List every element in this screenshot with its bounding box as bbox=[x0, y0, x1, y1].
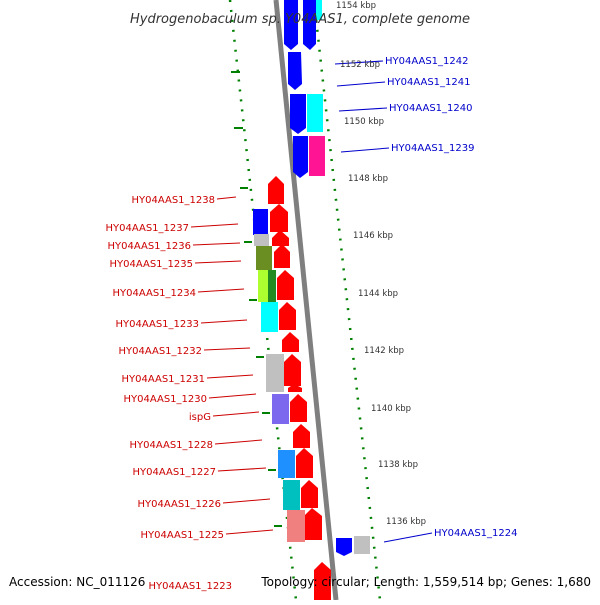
kbp-tick-label: 1140 kbp bbox=[371, 404, 411, 414]
gene-label[interactable]: HY04AAS1_1232 bbox=[119, 346, 202, 357]
kbp-ticks: 1154 kbp 1152 kbp 1150 kbp 1148 kbp 1146… bbox=[336, 1, 426, 527]
gene-hy04aas1-1233-domain[interactable] bbox=[261, 302, 278, 332]
gene-hy04aas1-1239-domain[interactable] bbox=[309, 136, 325, 176]
kbp-tick-label: 1154 kbp bbox=[336, 1, 376, 11]
right-gene-labels: HY04AAS1_1242 HY04AAS1_1241 HY04AAS1_124… bbox=[385, 56, 517, 539]
gene-hy04aas1-1225[interactable] bbox=[304, 508, 322, 540]
gene-label[interactable]: HY04AAS1_1224 bbox=[434, 528, 517, 539]
gene-hy04aas1-1233[interactable] bbox=[279, 302, 296, 330]
gene-label[interactable]: HY04AAS1_1234 bbox=[113, 288, 196, 299]
gene-hy04aas1-1234-domain-a[interactable] bbox=[258, 270, 268, 302]
gene-label[interactable]: HY04AAS1_1237 bbox=[106, 223, 189, 234]
gene-hy04aas1-1225-domain[interactable] bbox=[287, 510, 305, 542]
gene-hy04aas1-1243-b[interactable] bbox=[303, 0, 316, 50]
kbp-tick-label: 1142 kbp bbox=[364, 346, 404, 356]
gene-ispg-domain[interactable] bbox=[272, 394, 289, 424]
gene-hy04aas1-1239[interactable] bbox=[293, 136, 308, 178]
gene-hy04aas1-1231-domain[interactable] bbox=[266, 354, 284, 392]
gene-label[interactable]: HY04AAS1_1223 bbox=[149, 581, 232, 592]
gene-label[interactable]: HY04AAS1_1225 bbox=[141, 530, 224, 541]
gene-hy04aas1-1235[interactable] bbox=[274, 244, 290, 268]
genome-backbone bbox=[273, 0, 339, 601]
gene-label[interactable]: HY04AAS1_1239 bbox=[391, 143, 474, 154]
gene-label[interactable]: HY04AAS1_1226 bbox=[138, 499, 221, 510]
gene-hy04aas1-1236-domain[interactable] bbox=[254, 234, 269, 246]
gene-hy04aas1-1231[interactable] bbox=[284, 354, 301, 386]
gene-label[interactable]: HY04AAS1_1228 bbox=[130, 440, 213, 451]
gene-hy04aas1-1228[interactable] bbox=[293, 424, 310, 448]
left-leader-lines bbox=[190, 196, 274, 535]
gene-hy04aas1-1240[interactable] bbox=[290, 94, 306, 134]
gene-hy04aas1-1223[interactable] bbox=[314, 562, 331, 600]
scale-track-right bbox=[312, 0, 382, 601]
gene-hy04aas1-1227[interactable] bbox=[296, 448, 313, 478]
reverse-strand-genes bbox=[284, 0, 370, 556]
gene-hy04aas1-1234[interactable] bbox=[277, 270, 294, 300]
forward-strand-genes bbox=[253, 176, 331, 600]
kbp-tick-label: 1152 kbp bbox=[340, 60, 380, 70]
gene-hy04aas1-1241[interactable] bbox=[288, 52, 302, 90]
topology-text: Topology: circular; Length: 1,559,514 bp… bbox=[260, 575, 591, 589]
accession-text: Accession: NC_011126 bbox=[9, 575, 145, 589]
gene-label[interactable]: HY04AAS1_1235 bbox=[110, 259, 193, 270]
gene-hy04aas1-1227-domain[interactable] bbox=[278, 450, 295, 478]
gene-hy04aas1-1237[interactable] bbox=[270, 204, 288, 232]
kbp-tick-label: 1150 kbp bbox=[344, 117, 384, 127]
gene-segment-cyan-top[interactable] bbox=[316, 0, 322, 20]
gene-label[interactable]: HY04AAS1_1227 bbox=[133, 467, 216, 478]
gene-hy04aas1-1243[interactable] bbox=[284, 0, 298, 50]
gene-hy04aas1-1237-domain[interactable] bbox=[253, 209, 268, 235]
kbp-tick-label: 1138 kbp bbox=[378, 460, 418, 470]
gene-label[interactable]: ispG bbox=[189, 412, 211, 423]
right-leader-lines bbox=[334, 60, 433, 543]
gene-label[interactable]: HY04AAS1_1233 bbox=[116, 319, 199, 330]
gene-label[interactable]: HY04AAS1_1240 bbox=[389, 103, 472, 114]
gene-hy04aas1-1234-domain-b[interactable] bbox=[268, 270, 276, 302]
map-title: Hydrogenobaculum sp. Y04AAS1, complete g… bbox=[130, 12, 470, 27]
gene-hy04aas1-1238[interactable] bbox=[268, 176, 284, 204]
left-gene-labels: HY04AAS1_1238 HY04AAS1_1237 HY04AAS1_123… bbox=[106, 195, 232, 592]
gene-hy04aas1-1224[interactable] bbox=[336, 538, 352, 556]
gene-hy04aas1-1226-domain[interactable] bbox=[283, 480, 300, 510]
gene-hy04aas1-1224-domain[interactable] bbox=[354, 536, 370, 554]
gene-hy04aas1-1230[interactable] bbox=[288, 384, 302, 392]
kbp-tick-label: 1148 kbp bbox=[348, 174, 388, 184]
gene-hy04aas1-1235-domain[interactable] bbox=[256, 246, 272, 270]
kbp-tick-label: 1146 kbp bbox=[353, 231, 393, 241]
gene-ispg[interactable] bbox=[290, 394, 307, 422]
kbp-tick-label: 1136 kbp bbox=[386, 517, 426, 527]
gene-label[interactable]: HY04AAS1_1230 bbox=[124, 394, 207, 405]
gene-label[interactable]: HY04AAS1_1238 bbox=[132, 195, 215, 206]
gene-hy04aas1-1240-domain[interactable] bbox=[307, 94, 323, 132]
gene-label[interactable]: HY04AAS1_1231 bbox=[122, 374, 205, 385]
gene-hy04aas1-1232[interactable] bbox=[282, 332, 299, 352]
kbp-tick-label: 1144 kbp bbox=[358, 289, 398, 299]
gene-hy04aas1-1226[interactable] bbox=[301, 480, 318, 508]
gene-label[interactable]: HY04AAS1_1236 bbox=[108, 241, 191, 252]
gene-label[interactable]: HY04AAS1_1241 bbox=[387, 77, 470, 88]
left-track-ticks bbox=[231, 71, 282, 527]
gene-label[interactable]: HY04AAS1_1242 bbox=[385, 56, 468, 67]
gene-hy04aas1-1236[interactable] bbox=[272, 230, 289, 246]
